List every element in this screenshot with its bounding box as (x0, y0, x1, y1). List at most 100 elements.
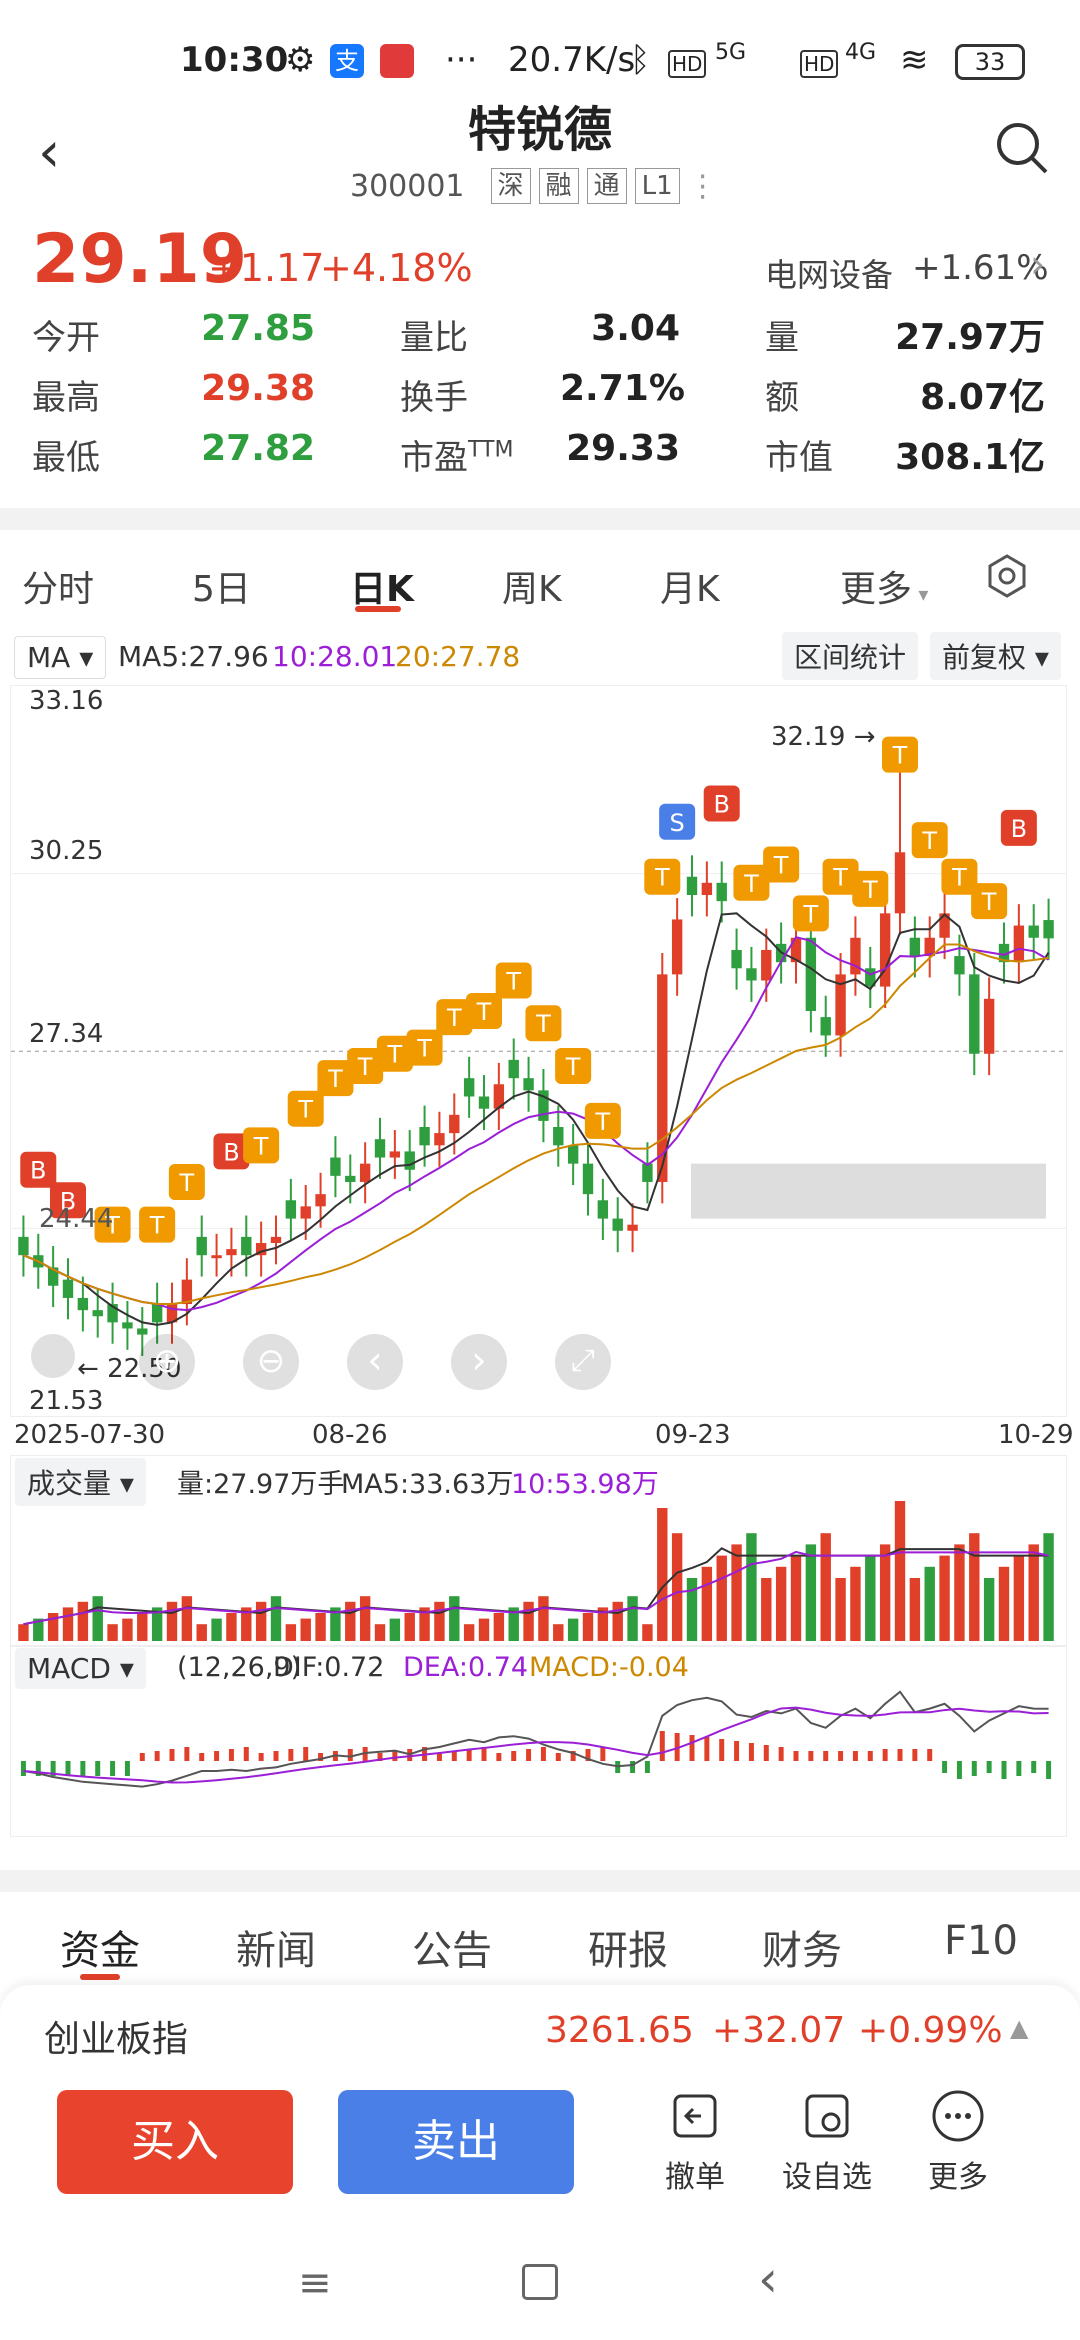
pan-left-icon[interactable]: ‹ (347, 1334, 403, 1390)
tab-notice[interactable]: 公告 (412, 1928, 492, 1974)
candle-body (449, 1114, 460, 1134)
tab-weekly[interactable]: 周K (502, 569, 562, 610)
volume-bar (463, 1624, 475, 1641)
candle-body (345, 1175, 356, 1182)
pe-label: 市盈TTM (400, 437, 514, 478)
volume-bar (478, 1618, 490, 1641)
signal-tag (911, 822, 948, 859)
volume-text: 量:27.97万手 (177, 1469, 345, 1500)
signal-tag-text: T (297, 1096, 313, 1124)
macd-value: MACD:-0.04 (529, 1652, 689, 1683)
signal-tag (213, 1133, 250, 1170)
pan-right-icon[interactable]: › (451, 1334, 507, 1390)
tab-more[interactable]: 更多 ▾ (840, 569, 929, 610)
nav-back-icon[interactable]: ‹ (758, 2250, 778, 2308)
signal-tag (941, 858, 978, 895)
add-watchlist-button[interactable]: 设自选 (772, 2088, 882, 2196)
volume-bar (523, 1601, 534, 1641)
volume-bar (671, 1533, 683, 1641)
tab-f10[interactable]: F10 (944, 1918, 1018, 1964)
signal-tag-text: S (670, 809, 685, 837)
candle-body (686, 876, 698, 896)
dea-line (23, 1706, 1049, 1784)
expand-up-icon[interactable]: ▲ (1010, 2014, 1029, 2042)
macd-selector[interactable]: MACD ▾ (15, 1648, 146, 1689)
high-label: 最高 (32, 378, 100, 418)
buy-button[interactable]: 买入 (57, 2090, 293, 2194)
fullscreen-icon[interactable]: ⤢ (555, 1334, 611, 1390)
zoom-in-icon[interactable]: ⊕ (139, 1334, 195, 1390)
volume-bar (538, 1596, 549, 1641)
zoom-out-icon[interactable]: ⊖ (243, 1334, 299, 1390)
signal-tag (347, 1047, 384, 1084)
signal-tag-text: T (505, 967, 521, 995)
candle-body (300, 1206, 311, 1219)
adjust-selector[interactable]: 前复权 ▾ (930, 632, 1061, 680)
search-icon[interactable] (994, 120, 1050, 180)
sector-pct[interactable]: +1.61% (912, 248, 1049, 288)
candle-body (285, 1200, 297, 1219)
sector-name[interactable]: 电网设备 (765, 256, 894, 294)
tab-news[interactable]: 新闻 (236, 1928, 316, 1974)
y-tick-bottom: 21.53 (29, 1386, 104, 1416)
tab-funds[interactable]: 资金 (60, 1928, 140, 1974)
candle-body (1028, 925, 1039, 938)
candle-body (226, 1249, 237, 1256)
wifi-icon: ≋ (900, 40, 929, 80)
volume-bar (746, 1533, 757, 1641)
nav-menu-icon[interactable]: ≡ (298, 2260, 332, 2306)
volume-chart[interactable]: 成交量 ▾ 量:27.97万手 MA5:33.63万 10:53.98万 (10, 1455, 1067, 1647)
range-stats-button[interactable]: 区间统计 (782, 632, 919, 680)
chevron-right-icon[interactable]: › (1030, 242, 1046, 286)
volume-bar (404, 1613, 415, 1641)
volume-bar (137, 1613, 148, 1641)
more-dots-icon: ··· (445, 40, 478, 80)
tab-active-indicator (355, 606, 401, 612)
pe-value: 29.33 (566, 428, 680, 469)
index-bar[interactable]: 创业板指 3261.65 +32.07 +0.99% ▲ (0, 2000, 1080, 2060)
scroll-left-icon[interactable] (31, 1334, 75, 1378)
macd-chart[interactable]: MACD ▾ (12,26,9) DIF:0.72 DEA:0.74 MACD:… (10, 1645, 1067, 1837)
tag-level: L1 (634, 168, 680, 204)
tab-daily[interactable]: 日K (350, 569, 414, 610)
volume-bar (508, 1607, 519, 1641)
kebab-icon[interactable]: ⋮ (687, 168, 718, 204)
cancel-order-button[interactable]: 撤单 (640, 2088, 750, 2196)
more-button[interactable]: 更多 (903, 2088, 1013, 2196)
candle-body (983, 998, 995, 1054)
stock-subinfo: 300001 深 融 通 L1 ⋮ (350, 168, 718, 204)
candle-body (657, 974, 668, 1182)
signal-tag (495, 962, 532, 999)
signal-tag-text: B (223, 1138, 239, 1166)
volume-bar (241, 1607, 252, 1641)
signal-tag-text: T (595, 1108, 611, 1136)
tab-5day[interactable]: 5日 (192, 569, 251, 610)
candle-body (92, 1310, 103, 1317)
tab-monthly[interactable]: 月K (660, 569, 720, 610)
candle-body (597, 1200, 609, 1219)
volume-bar (122, 1618, 133, 1641)
low-marker: ← 22.50 (77, 1354, 182, 1384)
candle-body (151, 1304, 163, 1323)
candle-body (642, 1163, 653, 1182)
tab-intraday[interactable]: 分时 (22, 569, 95, 610)
signal-tag-text: T (357, 1053, 373, 1081)
volume-bar (166, 1601, 178, 1641)
candle-body (241, 1236, 252, 1256)
back-icon[interactable]: ‹ (38, 120, 61, 185)
candle-body (18, 1236, 29, 1256)
tab-finance[interactable]: 财务 (762, 1928, 842, 1974)
signal-tag (376, 1035, 413, 1072)
volume-bar (612, 1601, 623, 1641)
sell-button[interactable]: 卖出 (338, 2090, 574, 2194)
tab-research[interactable]: 研报 (588, 1928, 668, 1974)
volume-bar (642, 1624, 653, 1641)
candle-body (1043, 920, 1054, 939)
volume-bar (983, 1578, 995, 1641)
chart-settings-icon[interactable] (985, 554, 1029, 607)
volume-selector[interactable]: 成交量 ▾ (15, 1458, 146, 1506)
ma-selector[interactable]: MA ▾ (14, 636, 107, 679)
nav-home-icon[interactable] (522, 2264, 558, 2300)
volume-bar (835, 1578, 846, 1641)
